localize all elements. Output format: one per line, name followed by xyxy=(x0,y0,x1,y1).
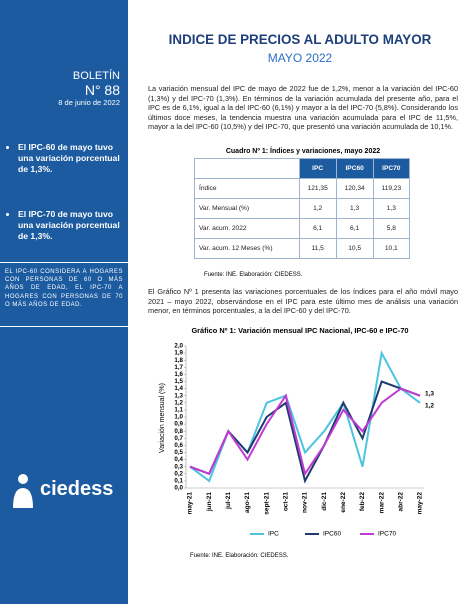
x-tick-label: mar-22 xyxy=(378,492,385,514)
y-tick-label: 0,9 xyxy=(174,421,183,428)
legend-label: IPC60 xyxy=(323,531,341,538)
y-tick-label: 0,7 xyxy=(174,435,183,442)
y-tick-label: 2,0 xyxy=(174,343,183,350)
paragraph: El Gráfico Nº 1 presenta las variaciones… xyxy=(148,287,458,316)
column-header: IPC70 xyxy=(372,158,411,179)
bullet: El IPC-60 de mayo tuvo una variación por… xyxy=(18,142,122,175)
y-tick-label: 0,0 xyxy=(174,485,183,492)
y-tick-label: 1,9 xyxy=(174,350,183,357)
cell: 121,35 xyxy=(298,178,337,199)
cell: 6,1 xyxy=(335,218,374,239)
bullet: El IPC-70 de mayo tuvo una variación por… xyxy=(18,209,122,242)
x-tick-label: dic-21 xyxy=(321,492,328,511)
paragraph: La variación mensual del IPC de mayo de … xyxy=(148,84,458,132)
subtitle: MAYO 2022 xyxy=(267,51,333,65)
chart-title: Gráfico Nº 1: Variación mensual IPC Naci… xyxy=(191,326,409,335)
column-header: IPC xyxy=(298,158,337,179)
y-tick-label: 1,3 xyxy=(174,392,183,399)
cell: 10,5 xyxy=(335,238,374,259)
cell: 5,8 xyxy=(372,218,411,239)
x-tick-label: sept-21 xyxy=(263,492,270,515)
bulletin-number: N° 88 xyxy=(84,82,120,98)
cell: 1,3 xyxy=(335,198,374,219)
y-tick-label: 1,0 xyxy=(174,414,183,421)
y-tick-label: 1,6 xyxy=(174,371,183,378)
y-tick-label: 0,8 xyxy=(174,428,183,435)
bulletin-label: BOLETÍN xyxy=(72,70,120,82)
sidebar: BOLETÍN N° 88 8 de junio de 2022 El IPC-… xyxy=(0,0,128,604)
cell: 119,23 xyxy=(372,178,411,199)
logo: ciedess xyxy=(40,478,114,500)
x-tick-label: ago-21 xyxy=(244,492,251,513)
x-tick-label: ene-22 xyxy=(340,492,347,513)
note: EL IPC-60 CONSIDERA A HOGARES CON PERSON… xyxy=(5,269,123,308)
title: INDICE DE PRECIOS AL ADULTO MAYOR xyxy=(168,32,432,47)
x-tick-label: feb-22 xyxy=(359,492,366,512)
y-tick-label: 0,4 xyxy=(174,456,183,463)
x-tick-label: jul-21 xyxy=(225,492,232,510)
column-header: IPC60 xyxy=(335,158,374,179)
legend-label: IPC70 xyxy=(378,531,396,538)
cell: 11,5 xyxy=(298,238,337,259)
row-label: Índice xyxy=(194,178,300,199)
cell: 1,2 xyxy=(298,198,337,219)
series-line xyxy=(189,380,421,484)
y-tick-label: 0,2 xyxy=(174,470,183,477)
y-tick-label: 1,5 xyxy=(174,378,183,385)
y-tick-label: 0,5 xyxy=(174,449,183,456)
row-label: Var. acum. 2022 xyxy=(194,218,300,239)
cell: 120,34 xyxy=(335,178,374,199)
x-tick-label: oct-21 xyxy=(283,492,290,512)
series-line xyxy=(189,350,421,483)
y-tick-label: 0,6 xyxy=(174,442,183,449)
row-label: Var. Mensual (%) xyxy=(194,198,300,219)
series-line xyxy=(189,387,421,477)
cell: 6,1 xyxy=(298,218,337,239)
x-tick-label: may-21 xyxy=(187,492,194,515)
y-tick-label: 0,3 xyxy=(174,463,183,470)
cell: 1,3 xyxy=(372,198,411,219)
y-axis-label: Variación mensual (%) xyxy=(159,383,166,453)
value-label: 1,3 xyxy=(425,390,434,397)
y-tick-label: 1,1 xyxy=(174,407,183,414)
y-tick-label: 1,2 xyxy=(174,399,183,406)
chart-source: Fuente: INE. Elaboración: CIEDESS. xyxy=(190,553,289,559)
x-tick-label: jun-21 xyxy=(206,492,213,513)
table: IPC IPC60 IPC70 Índice 121,35 120,34 119,23… xyxy=(194,158,411,259)
row-label: Var. acum. 12 Meses (%) xyxy=(194,238,300,259)
cell: 10,1 xyxy=(372,238,411,259)
table-source: Fuente: INE. Elaboración: CIEDESS. xyxy=(204,272,303,278)
x-tick-label: nov-21 xyxy=(302,492,309,513)
chart: Variación mensual (%) 0,00,10,20,30,40,5… xyxy=(159,343,435,538)
y-tick-label: 1,4 xyxy=(174,385,183,392)
table-caption: Cuadro Nº 1: Índices y variaciones, mayo… xyxy=(225,148,381,155)
x-tick-label: abr-22 xyxy=(398,492,405,512)
x-tick-label: may-22 xyxy=(417,492,424,515)
legend-label: IPC xyxy=(268,531,279,538)
value-label: 1,2 xyxy=(425,403,434,410)
bulletin-date: 8 de junio de 2022 xyxy=(58,98,120,107)
y-tick-label: 1,7 xyxy=(174,364,183,371)
y-tick-label: 1,8 xyxy=(174,357,183,364)
bullet-list: El IPC-60 de mayo tuvo una variación por… xyxy=(6,142,122,242)
logo-icon xyxy=(13,474,33,508)
y-tick-label: 0,1 xyxy=(174,478,183,485)
